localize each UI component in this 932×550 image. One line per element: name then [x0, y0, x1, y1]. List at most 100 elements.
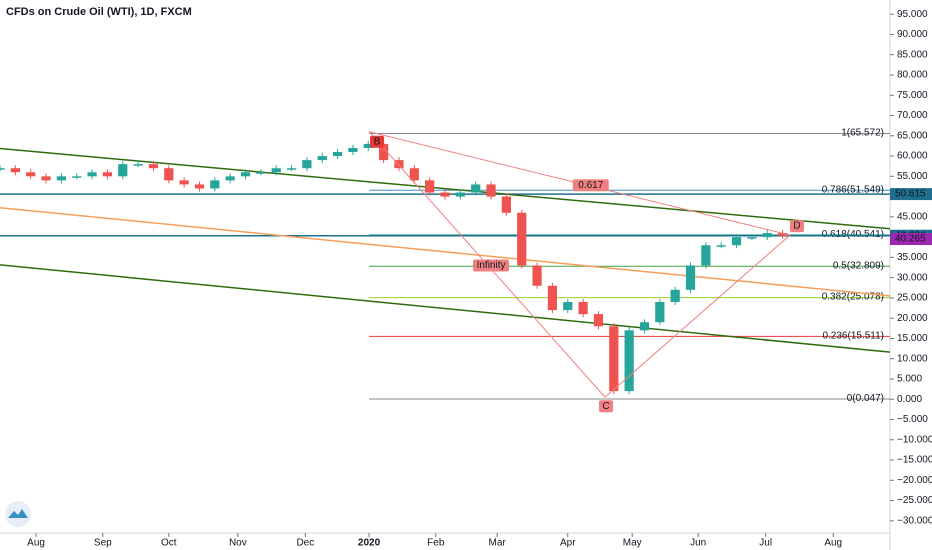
y-tick-label: 20.000 — [897, 313, 928, 324]
candle — [317, 156, 327, 161]
pattern-point — [370, 135, 385, 148]
x-tick-label: Nov — [229, 538, 247, 549]
candle — [225, 176, 235, 181]
y-tick-label: 95.000 — [897, 9, 928, 20]
candle — [501, 196, 511, 213]
candle — [777, 233, 788, 236]
candle — [547, 285, 558, 311]
candle — [394, 160, 404, 169]
y-tick-label: 0.000 — [897, 394, 922, 405]
fib-label: 1(65.572) — [841, 128, 884, 139]
candle — [624, 330, 634, 392]
candle — [118, 164, 128, 177]
y-tick-label: 10.000 — [897, 353, 928, 364]
x-tick-label: Oct — [161, 538, 177, 549]
y-tick-label: 45.000 — [897, 211, 928, 222]
candle — [0, 168, 5, 170]
logo — [5, 501, 31, 527]
x-tick-label: 2020 — [358, 538, 381, 549]
x-tick-label: Mar — [489, 538, 507, 549]
x-tick-label: Sep — [94, 538, 112, 549]
candle — [363, 143, 373, 148]
candle — [148, 164, 159, 169]
ratio-label: 0.617 — [578, 180, 603, 191]
candle — [271, 168, 281, 173]
y-tick-label: 80.000 — [897, 70, 928, 81]
candle — [609, 326, 619, 392]
candle — [179, 180, 189, 185]
y-tick-label: −25.000 — [897, 495, 932, 506]
price-badge — [890, 233, 932, 246]
candle — [133, 164, 143, 166]
candle — [286, 168, 297, 170]
y-tick-label: 5.000 — [897, 374, 922, 385]
candle — [701, 245, 711, 266]
candle — [670, 289, 680, 302]
candle — [210, 180, 220, 189]
x-tick-label: Aug — [824, 538, 842, 549]
candle — [578, 301, 588, 315]
y-tick-label: 15.000 — [897, 333, 928, 344]
candle — [532, 265, 542, 286]
candle — [517, 212, 527, 266]
candle — [639, 322, 650, 331]
y-tick-label: 90.000 — [897, 29, 928, 40]
y-tick-label: 25.000 — [897, 293, 928, 304]
y-tick-label: 70.000 — [897, 110, 928, 121]
candle — [41, 176, 51, 181]
pattern-point-label: C — [602, 401, 609, 412]
x-tick-label: Jul — [759, 538, 772, 549]
candle — [87, 172, 97, 177]
price-badge-label: 40.265 — [895, 234, 926, 245]
candle — [655, 301, 665, 323]
fib-label: 0(0.047) — [847, 393, 884, 404]
ratio-label: Infinity — [477, 260, 506, 271]
y-tick-label: 55.000 — [897, 171, 928, 182]
candle — [332, 151, 343, 157]
candle — [455, 192, 465, 197]
x-tick-label: May — [623, 538, 642, 549]
candle — [379, 143, 389, 161]
candle — [731, 237, 742, 246]
y-tick-label: 60.000 — [897, 151, 928, 162]
price-badge — [890, 188, 932, 201]
candle — [256, 172, 266, 174]
trendline — [0, 147, 891, 230]
candle — [240, 172, 251, 177]
y-tick-label: 65.000 — [897, 130, 928, 141]
candle — [56, 176, 66, 181]
chart-title: CFDs on Crude Oil (WTI), 1D, FXCM — [6, 6, 192, 18]
ratio-badge — [473, 259, 510, 272]
candle — [26, 172, 36, 177]
fib-label: 0.5(32.809) — [833, 260, 884, 271]
candle — [593, 314, 604, 327]
y-tick-label: −20.000 — [897, 475, 932, 486]
trendline — [0, 206, 891, 297]
y-tick-label: −5.000 — [897, 414, 928, 425]
y-tick-label: 35.000 — [897, 252, 928, 263]
x-tick-label: Apr — [560, 538, 576, 549]
candle — [102, 172, 113, 177]
fib-label: 0.618(40.541) — [822, 229, 884, 240]
fib-label: 0.236(15.511) — [822, 331, 884, 342]
candle — [563, 301, 573, 311]
pattern-point-label: B — [374, 136, 381, 147]
y-tick-label: −30.000 — [897, 515, 932, 526]
y-tick-label: 85.000 — [897, 49, 928, 60]
x-tick-label: Jun — [690, 538, 706, 549]
candle — [194, 184, 205, 189]
ratio-badge — [572, 179, 609, 192]
pattern-point-label: D — [793, 221, 800, 232]
candle — [716, 245, 726, 247]
y-tick-label: 75.000 — [897, 90, 928, 101]
candle — [762, 233, 772, 238]
candle — [685, 265, 696, 290]
candle — [409, 168, 419, 181]
candle — [348, 147, 358, 152]
fib-label: 0.786(51.549) — [822, 184, 884, 195]
price-badge-label: 50.615 — [895, 189, 926, 200]
y-tick-label: −15.000 — [897, 455, 932, 466]
y-tick-label: −10.000 — [897, 434, 932, 445]
